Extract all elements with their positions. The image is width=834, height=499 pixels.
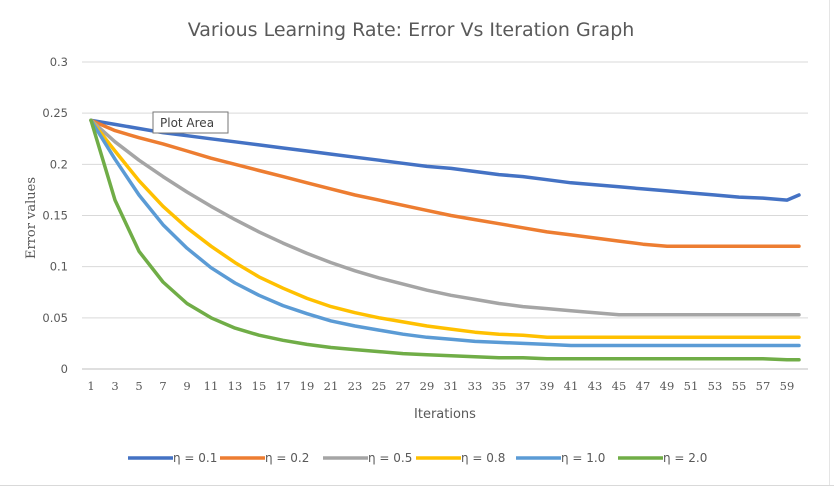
- x-tick-label: 21: [324, 379, 339, 393]
- x-tick-label: 7: [159, 379, 166, 393]
- chart-title: Various Learning Rate: Error Vs Iteratio…: [188, 19, 635, 41]
- legend-label: η = 0.8: [461, 451, 505, 465]
- legend: η = 0.1 η = 0.2 η = 0.5 η = 0.8 η = 1.0 η = 2…: [128, 451, 707, 465]
- x-tick-label: 13: [228, 379, 243, 393]
- series-line-3: [89, 118, 801, 317]
- y-tick-label: 0.05: [42, 311, 68, 325]
- x-tick-label: 43: [588, 379, 603, 393]
- x-tick-label: 1: [87, 379, 94, 393]
- tooltip-text: Plot Area: [160, 116, 214, 130]
- y-tick-labels: 0 0.05 0.1 0.15 0.2 0.25 0.3: [42, 55, 68, 376]
- series-line-5: [89, 118, 801, 348]
- x-tick-label: 45: [612, 379, 627, 393]
- x-tick-label: 53: [708, 379, 723, 393]
- x-tick-label: 27: [396, 379, 411, 393]
- legend-label: η = 0.2: [265, 451, 309, 465]
- legend-label: η = 0.1: [173, 451, 217, 465]
- plot-area-tooltip: Plot Area: [152, 111, 229, 134]
- x-tick-label: 49: [660, 379, 675, 393]
- x-tick-label: 41: [564, 379, 579, 393]
- y-tick-label: 0.1: [50, 260, 68, 274]
- x-tick-labels: 1 3 5 7 9 11 13 15 17 19 21 23 25 27 29 31 33 35 37 39 41 43 4…: [87, 379, 794, 393]
- legend-label: η = 1.0: [561, 451, 605, 465]
- y-tick-label: 0.3: [50, 55, 68, 69]
- legend-label: η = 2.0: [663, 451, 707, 465]
- y-tick-label: 0.15: [42, 209, 68, 223]
- x-tick-label: 47: [636, 379, 651, 393]
- x-tick-label: 11: [204, 379, 219, 393]
- x-tick-label: 35: [492, 379, 507, 393]
- series-line-2: [89, 118, 801, 248]
- x-tick-label: 51: [684, 379, 699, 393]
- x-tick-label: 59: [780, 379, 795, 393]
- x-tick-label: 17: [276, 379, 291, 393]
- series-lines: [89, 118, 801, 362]
- x-tick-label: 37: [516, 379, 531, 393]
- series-line-6: [89, 118, 801, 362]
- x-tick-label: 15: [252, 379, 267, 393]
- x-tick-label: 25: [372, 379, 387, 393]
- y-axis-title: Error values: [24, 177, 39, 259]
- x-tick-label: 9: [183, 379, 190, 393]
- x-tick-label: 31: [444, 379, 459, 393]
- y-tick-label: 0: [61, 362, 68, 376]
- y-tick-label: 0.2: [50, 157, 68, 171]
- x-axis-title: Iterations: [414, 407, 476, 422]
- x-tick-label: 39: [540, 379, 555, 393]
- x-tick-label: 33: [468, 379, 483, 393]
- x-tick-label: 55: [732, 379, 747, 393]
- y-tick-label: 0.25: [42, 106, 68, 120]
- series-line-1: [89, 118, 801, 202]
- legend-label: η = 0.5: [368, 451, 412, 465]
- x-tick-label: 57: [756, 379, 771, 393]
- series-line-4: [89, 118, 801, 340]
- x-tick-label: 3: [111, 379, 118, 393]
- x-tick-label: 19: [300, 379, 315, 393]
- x-tick-label: 29: [420, 379, 435, 393]
- x-tick-label: 5: [135, 379, 142, 393]
- x-tick-label: 23: [348, 379, 363, 393]
- tooltip-box: [152, 111, 229, 134]
